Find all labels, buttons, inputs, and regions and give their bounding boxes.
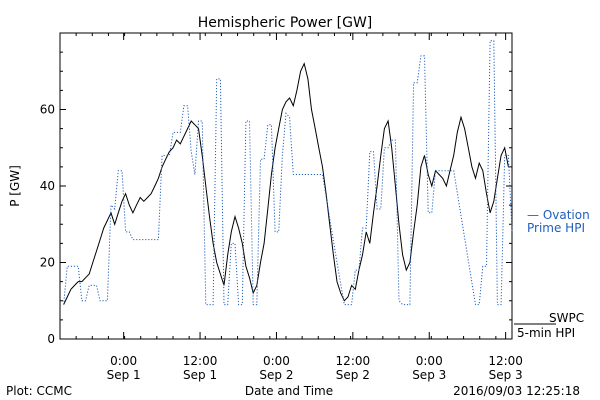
x-tick-date: Sep 3 (489, 368, 523, 382)
x-tick-date: Sep 1 (107, 368, 141, 382)
x-tick-date: Sep 3 (412, 368, 446, 382)
y-tick-label: 20 (40, 256, 55, 270)
series-layer (63, 40, 513, 306)
chart-title: Hemispheric Power [GW] (198, 15, 373, 31)
x-tick-time: 12:00 (183, 354, 218, 368)
x-tick-time: 0:00 (416, 354, 443, 368)
y-tick-label: 60 (40, 103, 55, 117)
x-axis-label: Date and Time (245, 384, 333, 398)
legend-swpc-line2: 5-min HPI (517, 326, 575, 340)
x-tick-date: Sep 2 (259, 368, 293, 382)
y-axis: 0 20 40 60 (40, 51, 512, 346)
y-tick-label: 40 (40, 179, 55, 193)
x-tick-time: 0:00 (263, 354, 290, 368)
series-line-swpc-hpi (63, 62, 509, 305)
y-axis-label: P [GW] (8, 165, 22, 207)
plot-frame (59, 32, 513, 340)
series-line-ovation-prime-hpi (63, 40, 513, 306)
legend-swpc-line1: SWPC (549, 311, 584, 325)
x-tick-time: 0:00 (110, 354, 137, 368)
x-tick-date: Sep 2 (336, 368, 370, 382)
x-tick-date: Sep 1 (183, 368, 217, 382)
footer-timestamp: 2016/09/03 12:25:18 (453, 384, 580, 398)
y-tick-label: 0 (47, 332, 55, 346)
legend-ovation-line2: Prime HPI (527, 221, 585, 235)
x-tick-time: 12:00 (336, 354, 371, 368)
legend-ovation-line1: — Ovation (527, 208, 590, 222)
footer-plot-source: Plot: CCMC (6, 384, 72, 398)
x-tick-time: 12:00 (488, 354, 523, 368)
